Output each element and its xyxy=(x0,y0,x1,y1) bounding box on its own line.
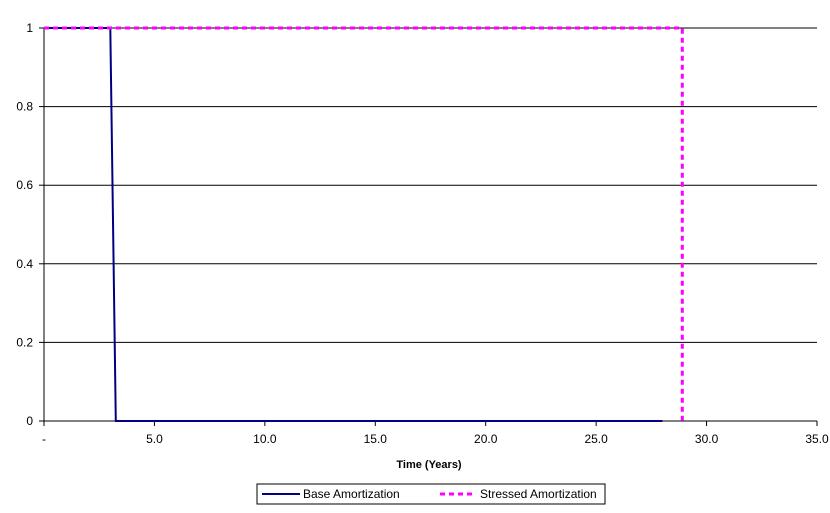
y-tick-label: 0.2 xyxy=(16,335,33,349)
legend-box xyxy=(256,483,606,505)
legend-label-stressed: Stressed Amortization xyxy=(480,487,597,501)
x-tick-label: 35.0 xyxy=(805,432,829,446)
series-layer xyxy=(44,26,684,422)
x-tick-label: 5.0 xyxy=(146,432,163,446)
x-tick-label: 10.0 xyxy=(253,432,277,446)
series-line-base-amortization xyxy=(44,27,663,422)
label-layer: 0 0.2 0.4 0.6 0.8 1 - 5.0 10.0 15.0 20.0 25.0 30.0 35… xyxy=(16,21,829,446)
y-tick-label: 0.6 xyxy=(16,178,33,192)
y-tick-label: 0 xyxy=(26,414,33,428)
y-tick-label: 0.8 xyxy=(16,100,33,114)
legend: Base Amortization Stressed Amortization xyxy=(256,483,606,505)
y-tick-label: 0.4 xyxy=(16,257,33,271)
y-tick-label: 1 xyxy=(26,21,33,35)
x-tick-label: - xyxy=(42,432,46,446)
x-tick-label: 30.0 xyxy=(695,432,719,446)
axis-layer xyxy=(39,27,818,426)
x-axis-title: Time (Years) xyxy=(396,459,462,471)
grid-layer xyxy=(44,27,817,343)
x-tick-label: 25.0 xyxy=(584,432,608,446)
x-tick-label: 20.0 xyxy=(474,432,498,446)
legend-label-base: Base Amortization xyxy=(303,487,400,501)
series-line-stressed-amortization xyxy=(44,26,684,421)
x-tick-label: 15.0 xyxy=(364,432,388,446)
